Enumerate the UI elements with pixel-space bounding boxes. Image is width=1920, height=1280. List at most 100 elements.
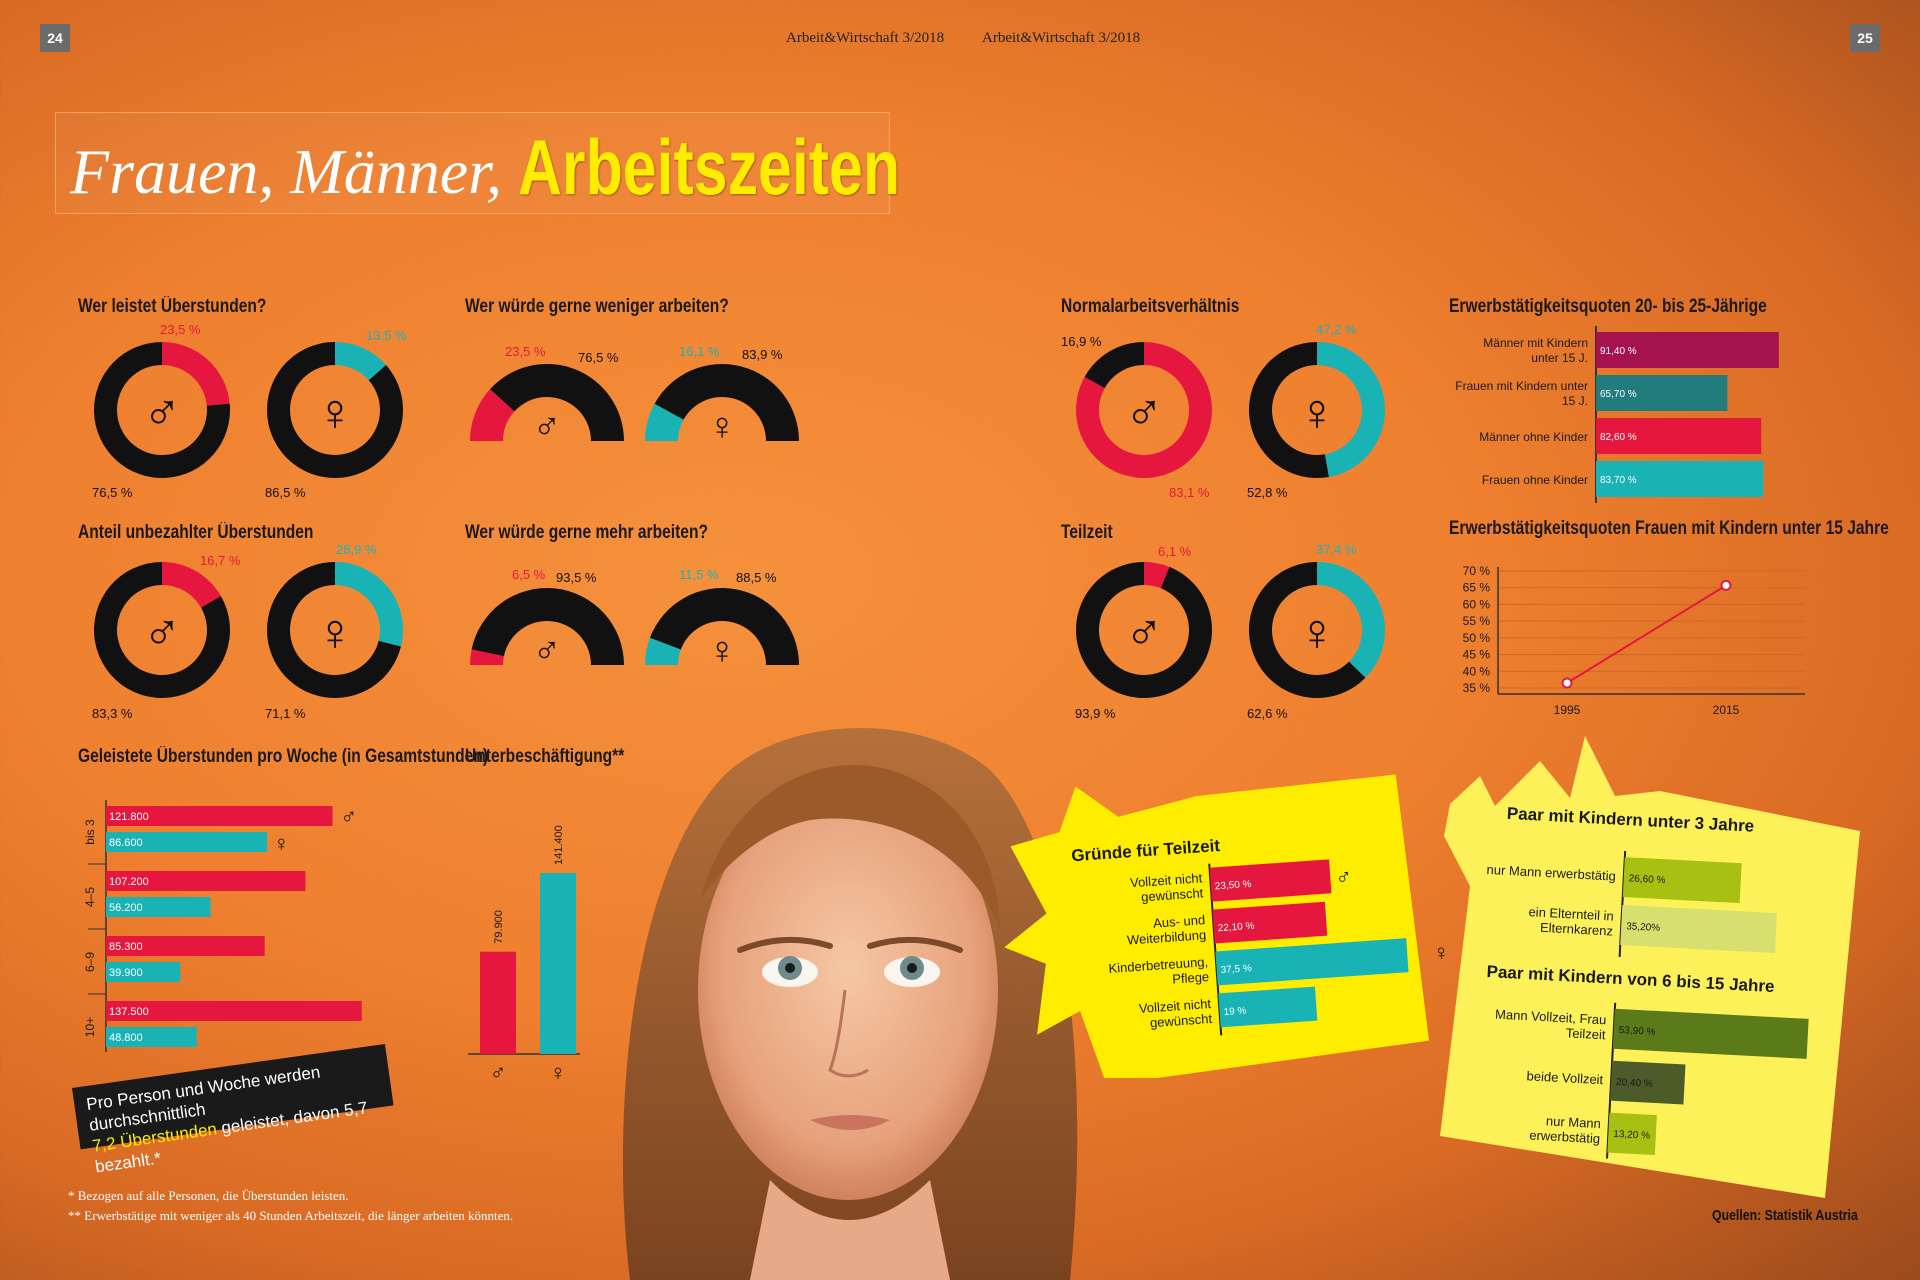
female-symbol-icon: ♀ — [1432, 939, 1450, 965]
ueberstunden_m-label-0: 23,5 % — [160, 322, 201, 337]
title-part1: Frauen, Männer, — [70, 136, 502, 207]
woche-value-0-0: 121.800 — [109, 811, 149, 823]
unbezahlt_m-label-1: 83,3 % — [92, 706, 133, 721]
gruende-bar-0 — [1209, 859, 1332, 902]
gruende-value-0: 23,50 % — [1214, 879, 1251, 893]
mehr_m-label-0: 6,5 % — [512, 567, 546, 582]
line-ytick-2: 60 % — [1463, 597, 1491, 611]
title-box — [55, 112, 890, 214]
paar6-bar-2 — [1607, 1112, 1657, 1156]
mehr_m-slice-0 — [470, 649, 504, 665]
paar3-bar-1 — [1620, 905, 1777, 954]
gruende-cat-2-0: Kinderbetreuung, — [1108, 954, 1209, 976]
woche-bar-3-0 — [106, 1001, 362, 1021]
heading-ueberstunden: Wer leistet Überstunden? — [78, 296, 267, 317]
footnote-2: ** Erwerbstätige mit weniger als 40 Stun… — [68, 1208, 514, 1223]
quoten-bar-3 — [1596, 461, 1764, 497]
ueberstunden_f-slice-0 — [335, 342, 387, 381]
footnote-1: * Bezogen auf alle Personen, die Überstu… — [68, 1188, 349, 1203]
woche-bar-0-0 — [106, 806, 333, 826]
weniger_m-label-1: 76,5 % — [578, 350, 619, 365]
line-ytick-5: 45 % — [1463, 648, 1491, 662]
quoten-cat-3-0: Frauen ohne Kinder — [1482, 473, 1588, 487]
quoten-value-0: 91,40 % — [1600, 346, 1637, 357]
teilzeit_m-label-1: 93,9 % — [1075, 706, 1116, 721]
female-symbol-icon: ♀ — [316, 384, 355, 442]
unbezahlt_f-slice-0 — [335, 562, 403, 647]
woche-cat-3: 10+ — [83, 1017, 97, 1037]
quoten-value-1: 65,70 % — [1600, 389, 1637, 400]
ueberstunden_f-label-0: 13,5 % — [366, 328, 407, 343]
normal_m-label-0: 83,1 % — [1169, 485, 1210, 500]
line-xtick-0: 1995 — [1554, 703, 1581, 717]
normal_m-slice-0 — [1076, 342, 1212, 478]
quoten-cat-1-1: 15 J. — [1562, 394, 1588, 408]
gruende-value-3: 19 % — [1223, 1006, 1247, 1019]
line-series — [1566, 584, 1727, 684]
weniger_f-slice-1 — [654, 363, 799, 441]
paar6-cat-0-1: Teilzeit — [1565, 1025, 1606, 1042]
unbezahlt_m-slice-1 — [94, 562, 230, 698]
ueberstunden_f-label-1: 86,5 % — [265, 485, 306, 500]
woche-bar-2-0 — [106, 936, 265, 956]
paar6-cat-2-0: nur Mann — [1546, 1113, 1602, 1131]
ueberstunden_m-slice-1 — [94, 342, 230, 479]
gruende-value-2: 37,5 % — [1220, 963, 1252, 976]
female-symbol-icon: ♀ — [1298, 604, 1337, 662]
male-symbol-icon: ♂ — [143, 384, 182, 442]
gruende-value-1: 22,10 % — [1217, 921, 1254, 935]
paar3-cat-1-0: ein Elternteil in — [1528, 904, 1614, 923]
normal_f-slice-1 — [1249, 342, 1329, 479]
line-point-0 — [1561, 677, 1573, 689]
weniger_m-slice-1 — [490, 363, 624, 441]
woche-value-3-1: 48.800 — [109, 1032, 143, 1044]
line-xtick-1: 2015 — [1713, 703, 1740, 717]
male-symbol-icon: ♂ — [143, 604, 182, 662]
ueberstunden_m-label-1: 76,5 % — [92, 485, 133, 500]
quoten-bar-1 — [1596, 375, 1728, 411]
weniger_f-label-0: 16,1 % — [679, 344, 720, 359]
mehr_m-label-1: 93,5 % — [556, 570, 597, 585]
male-symbol-icon: ♂ — [533, 406, 562, 448]
unterbesch-bar-1 — [540, 873, 576, 1054]
woche-bar-1-0 — [106, 871, 306, 891]
heading-quoten: Erwerbstätigkeitsquoten 20- bis 25-Jähri… — [1449, 296, 1767, 317]
gruende-cat-1-0: Aus- und — [1153, 912, 1206, 931]
quoten-cat-0-0: Männer mit Kindern — [1483, 336, 1588, 350]
paar3-bar-0 — [1622, 857, 1742, 904]
teilzeit_f-label-1: 62,6 % — [1247, 706, 1288, 721]
woche-bar-1-1 — [106, 897, 211, 917]
male-symbol-icon: ♂ — [1335, 864, 1353, 890]
heading-quoten-frauen: Erwerbstätigkeitsquoten Frauen mit Kinde… — [1449, 518, 1889, 539]
line-ytick-3: 55 % — [1463, 614, 1491, 628]
quoten-value-3: 83,70 % — [1600, 475, 1637, 486]
gruende-cat-3-1: gewünscht — [1149, 1011, 1212, 1030]
normal_f-slice-0 — [1317, 342, 1385, 477]
woche-cat-1: 4–5 — [83, 887, 97, 907]
woche-cat-2: 6–9 — [83, 952, 97, 972]
quoten-value-2: 82,60 % — [1600, 432, 1637, 443]
female-symbol-icon: ♀ — [273, 831, 290, 856]
unbezahlt_m-label-0: 16,7 % — [200, 553, 241, 568]
gruende-cat-2-1: Pflege — [1172, 969, 1210, 987]
weniger_m-slice-0 — [470, 389, 515, 441]
paar6-value-1: 20,40 % — [1616, 1077, 1653, 1090]
unbezahlt_f-label-0: 28,9 % — [336, 542, 377, 557]
male-symbol-icon: ♂ — [341, 804, 358, 829]
gruende-chart: Gründe für Teilzeit 23,50 % Vollzeit nicht… — [1071, 836, 1450, 1036]
weniger_m-label-0: 23,5 % — [505, 344, 546, 359]
paar3-value-1: 35,20% — [1626, 921, 1661, 934]
paar6-value-2: 13,20 % — [1613, 1129, 1650, 1142]
gruende-title: Gründe für Teilzeit — [1071, 836, 1221, 865]
woche-value-1-1: 56.200 — [109, 902, 143, 914]
paar3-value-0: 26,60 % — [1628, 873, 1665, 886]
weniger_f-label-1: 83,9 % — [742, 347, 783, 362]
woman-portrait-image — [622, 727, 1078, 1280]
line-ytick-6: 40 % — [1463, 664, 1491, 678]
quoten-cat-1-0: Frauen mit Kindern unter — [1455, 379, 1588, 393]
line-ytick-0: 70 % — [1463, 564, 1491, 578]
normal_m-slice-1 — [1084, 341, 1144, 389]
woche-value-0-1: 86.600 — [109, 837, 143, 849]
running-header-left: Arbeit&Wirtschaft 3/2018 — [786, 30, 945, 46]
